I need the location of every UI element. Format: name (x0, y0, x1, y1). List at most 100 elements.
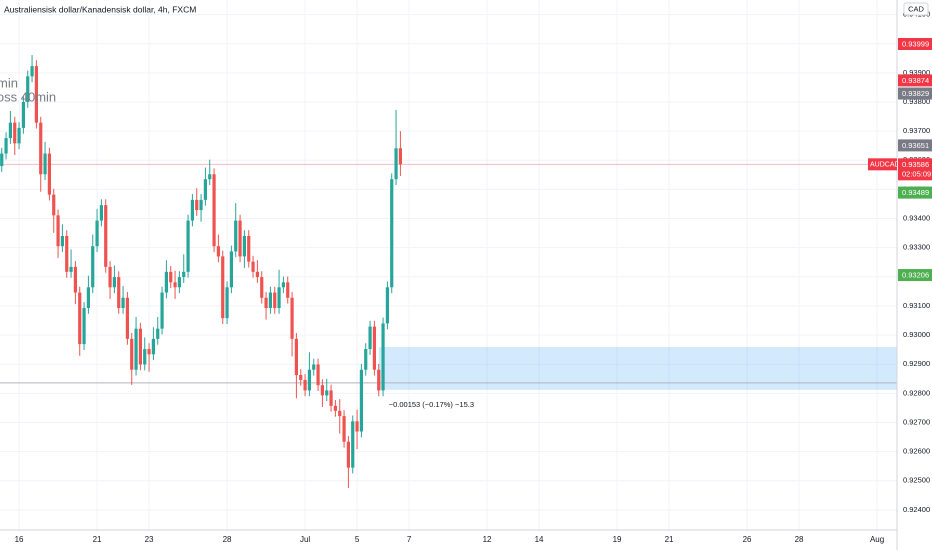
candle-body (385, 287, 389, 324)
candle-body (13, 122, 17, 144)
candle-body (104, 205, 108, 267)
candle-body (43, 153, 47, 175)
candle-body (221, 256, 225, 319)
zone-label: −0.00153 (−0.17%) −15.3 (389, 400, 474, 409)
candle-body (234, 220, 238, 252)
candle-body (30, 66, 34, 77)
candle-body (125, 297, 129, 339)
candle-body (147, 349, 151, 355)
candle-body (143, 349, 147, 365)
candle-body (21, 101, 25, 128)
x-tick-label: 5 (355, 535, 360, 544)
y-tick-label: 0.92800 (903, 388, 930, 397)
candle-body (333, 405, 337, 411)
candle-body (47, 153, 51, 195)
candle-body (359, 369, 363, 432)
candle-body (264, 297, 268, 308)
candle-body (65, 236, 69, 272)
candle-body (151, 338, 155, 355)
candle-body (329, 390, 333, 406)
price-label: 0.93829 (902, 89, 929, 98)
candle-body (377, 369, 381, 391)
candle-body (56, 215, 60, 247)
candle-body (190, 199, 194, 221)
price-label: 0.93489 (902, 188, 929, 197)
indicator-text: min (0, 75, 18, 90)
candle-body (394, 148, 398, 180)
price-label: 0.93206 (902, 271, 929, 280)
last-symbol: AUDCAD (870, 162, 900, 169)
candle-body (260, 277, 264, 298)
x-tick-label: Jul (300, 535, 310, 544)
candle-body (208, 174, 212, 180)
candle-body (121, 297, 125, 308)
candle-body (160, 292, 164, 329)
candle-body (182, 271, 186, 278)
x-tick-label: 21 (93, 535, 102, 544)
price-label-box (898, 74, 932, 87)
x-tick-label: 12 (483, 535, 492, 544)
y-tick-label: 0.92600 (903, 447, 930, 456)
candle-body (134, 328, 138, 370)
candle-body (372, 326, 376, 370)
y-tick-label: 0.93300 (903, 243, 930, 252)
price-label-box (898, 37, 932, 50)
chart-title: Australiensisk dollar/Kanadensisk dollar… (4, 4, 196, 14)
candle-body (199, 199, 203, 211)
candle-body (338, 410, 342, 417)
candle-body (381, 323, 385, 391)
candle-body (86, 287, 90, 308)
x-tick-label: 26 (743, 535, 752, 544)
candle-body (52, 194, 56, 216)
price-label-box (898, 186, 932, 199)
candle-body (99, 205, 103, 221)
candle-body (212, 174, 216, 247)
y-tick-label: 0.92700 (903, 417, 930, 426)
price-label-box (898, 87, 932, 100)
candle-body (312, 364, 316, 370)
plot-area: −0.00153 (−0.17%) −15.3 (0, 55, 897, 489)
price-label: 0.93651 (902, 141, 929, 150)
candle-body (164, 271, 168, 293)
candle-body (346, 441, 350, 468)
candle-body (34, 66, 38, 123)
y-tick-label: 0.93000 (903, 330, 930, 339)
x-tick-label: Aug (870, 535, 884, 544)
candle-body (351, 421, 355, 468)
candle-body (69, 266, 73, 272)
candle-body (225, 287, 229, 319)
candle-body (273, 292, 277, 308)
candle-body (39, 122, 43, 175)
candle-body (186, 220, 190, 272)
y-tick-label: 0.93700 (903, 126, 930, 135)
candle-body (8, 122, 12, 139)
candle-body (91, 246, 95, 288)
x-tick-label: 23 (145, 535, 154, 544)
candle-body (255, 271, 259, 278)
candle-body (117, 277, 121, 308)
candle-body (229, 251, 233, 288)
candle-body (95, 220, 99, 247)
candle-body (290, 297, 294, 339)
candle-body (368, 326, 372, 350)
x-tick-label: 16 (15, 535, 24, 544)
candle-body (173, 282, 177, 288)
candle-body (78, 292, 82, 345)
price-label: 0.93874 (902, 76, 929, 85)
y-tick-label: 0.93100 (903, 301, 930, 310)
candle-body (0, 153, 4, 167)
candle-body (342, 416, 346, 442)
price-label: 0.93999 (902, 39, 929, 48)
candle-body (216, 246, 220, 257)
candle-body (242, 236, 246, 257)
countdown: 02:05:09 (902, 169, 931, 178)
x-tick-label: 28 (223, 535, 232, 544)
x-tick-label: 21 (665, 535, 674, 544)
candle-body (130, 338, 134, 370)
grid (0, 0, 897, 530)
candle-body (60, 236, 64, 247)
candle-body (307, 369, 311, 391)
candle-body (238, 220, 242, 257)
